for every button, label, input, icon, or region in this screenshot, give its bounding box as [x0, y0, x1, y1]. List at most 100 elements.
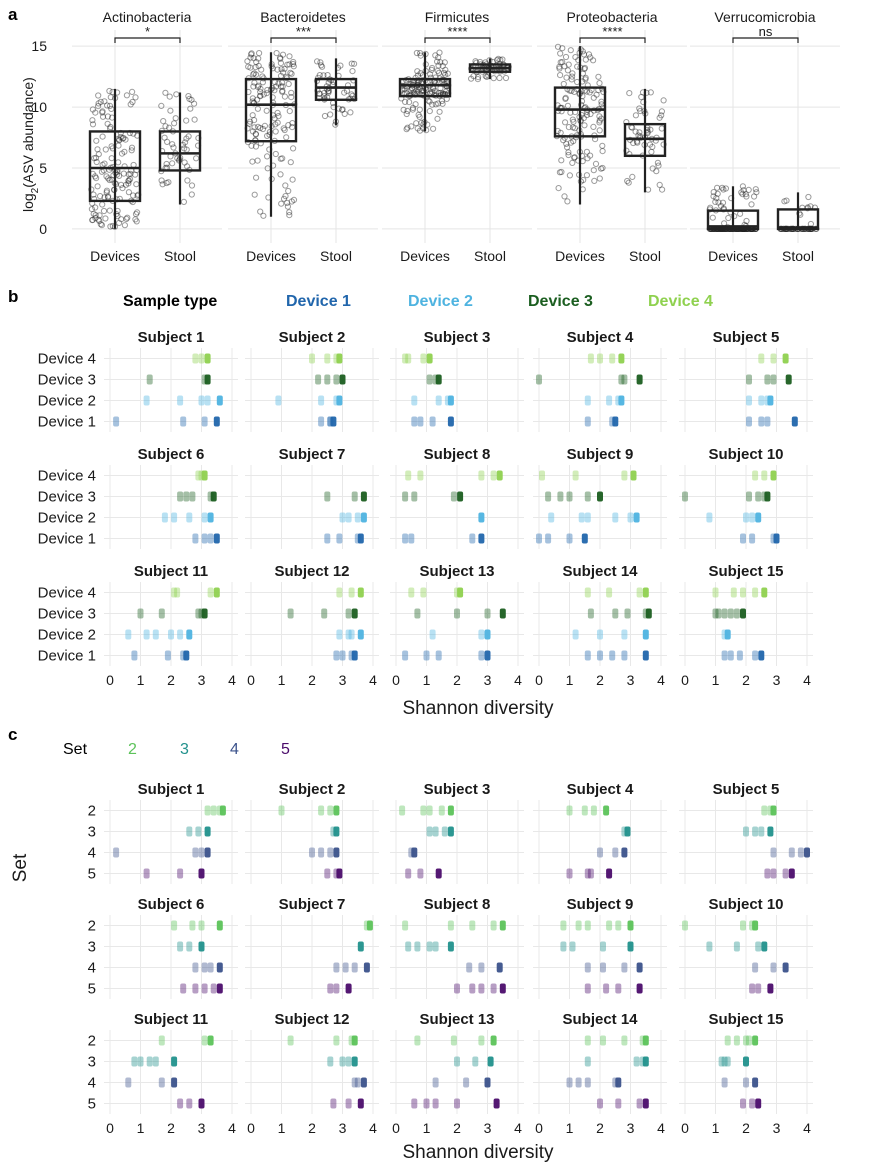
facet-title: Subject 14 [562, 1011, 638, 1028]
x-tick-label: 4 [228, 672, 236, 688]
data-point [164, 138, 171, 145]
data-point [682, 491, 688, 502]
data-point [444, 70, 451, 77]
data-point [785, 374, 792, 385]
data-point [152, 629, 159, 640]
data-point [204, 353, 211, 364]
data-point [575, 1077, 582, 1088]
data-point [405, 353, 412, 364]
data-point [482, 73, 489, 80]
data-point [121, 148, 128, 155]
data-point [168, 629, 174, 640]
data-point [447, 920, 454, 931]
data-point [248, 50, 255, 57]
data-point [339, 106, 346, 114]
data-point [317, 59, 324, 66]
data-point [432, 101, 439, 108]
y-tick-label: 0 [39, 221, 47, 237]
data-point [545, 491, 552, 502]
data-point [788, 847, 795, 858]
facet-title: Subject 6 [138, 446, 205, 463]
data-point [429, 101, 436, 108]
data-point [186, 512, 193, 523]
data-point [201, 533, 208, 544]
facet-title: Subject 11 [134, 1011, 208, 1028]
data-point [252, 143, 260, 150]
data-point [347, 109, 354, 116]
data-point [600, 1035, 606, 1046]
y-tick-label: Device 4 [38, 351, 96, 368]
x-tick-label: 2 [167, 672, 175, 688]
data-point [184, 177, 191, 184]
data-point [256, 50, 263, 57]
data-point [596, 80, 603, 87]
y-tick-label: Device 2 [38, 510, 96, 527]
data-point [603, 805, 610, 816]
data-point [198, 920, 205, 931]
data-point [249, 158, 256, 165]
x-tick-label: 3 [773, 1120, 781, 1136]
data-point [435, 374, 442, 385]
data-point [284, 61, 291, 68]
data-point [252, 130, 259, 137]
data-point [99, 109, 106, 116]
significance-label: * [145, 24, 150, 39]
facet-title: Verrucomicrobia [714, 9, 815, 25]
x-tick-label: 3 [339, 1120, 347, 1136]
facet-subject-1: Subject 1 Device 4 Device 3 Device 2 Device … [38, 329, 238, 432]
data-point [127, 101, 134, 108]
data-point [432, 826, 439, 837]
data-point [285, 187, 292, 195]
data-point [484, 608, 491, 619]
data-point [177, 491, 184, 502]
data-point [348, 587, 355, 598]
data-point [416, 106, 423, 113]
data-point [597, 1098, 603, 1109]
data-point [158, 1035, 165, 1046]
data-point [749, 512, 756, 523]
data-point [92, 215, 99, 222]
data-point [633, 1056, 640, 1067]
data-point [466, 962, 473, 973]
data-point [746, 416, 752, 427]
x-tick-label: 4 [803, 1120, 811, 1136]
data-point [442, 88, 449, 95]
facet-title: Subject 1 [138, 329, 205, 346]
data-point [490, 470, 497, 481]
data-point [93, 137, 100, 144]
data-point [624, 177, 631, 185]
data-point [247, 64, 254, 71]
data-point [316, 72, 323, 79]
data-point [566, 491, 573, 502]
data-point [260, 212, 267, 219]
x-tick-label: 4 [369, 672, 377, 688]
data-point [333, 650, 340, 661]
data-point [167, 107, 174, 114]
data-point [584, 962, 591, 973]
data-point [103, 187, 111, 194]
data-point [252, 64, 259, 71]
data-point [204, 805, 211, 816]
data-point [351, 962, 358, 973]
x-tick-label: 0 [392, 672, 400, 688]
data-point [764, 491, 771, 502]
x-tick-label: 2 [742, 672, 750, 688]
x-tick-label: 3 [484, 1120, 492, 1136]
data-point [315, 74, 322, 81]
data-point [408, 123, 415, 130]
data-point [566, 868, 573, 879]
x-tick-label: 1 [137, 1120, 145, 1136]
data-point [170, 144, 177, 151]
data-point [282, 182, 289, 189]
data-point [351, 491, 358, 502]
data-point [557, 59, 564, 66]
facet-subject-13: Subject 13 0 1 2 3 4 [390, 1011, 524, 1136]
data-point [658, 112, 665, 119]
data-point [636, 983, 643, 994]
data-point [207, 962, 214, 973]
x-tick-label: 4 [803, 672, 811, 688]
data-point [751, 193, 758, 200]
x-tick-label: 0 [535, 1120, 543, 1136]
data-point [113, 847, 120, 858]
data-point [204, 374, 211, 385]
